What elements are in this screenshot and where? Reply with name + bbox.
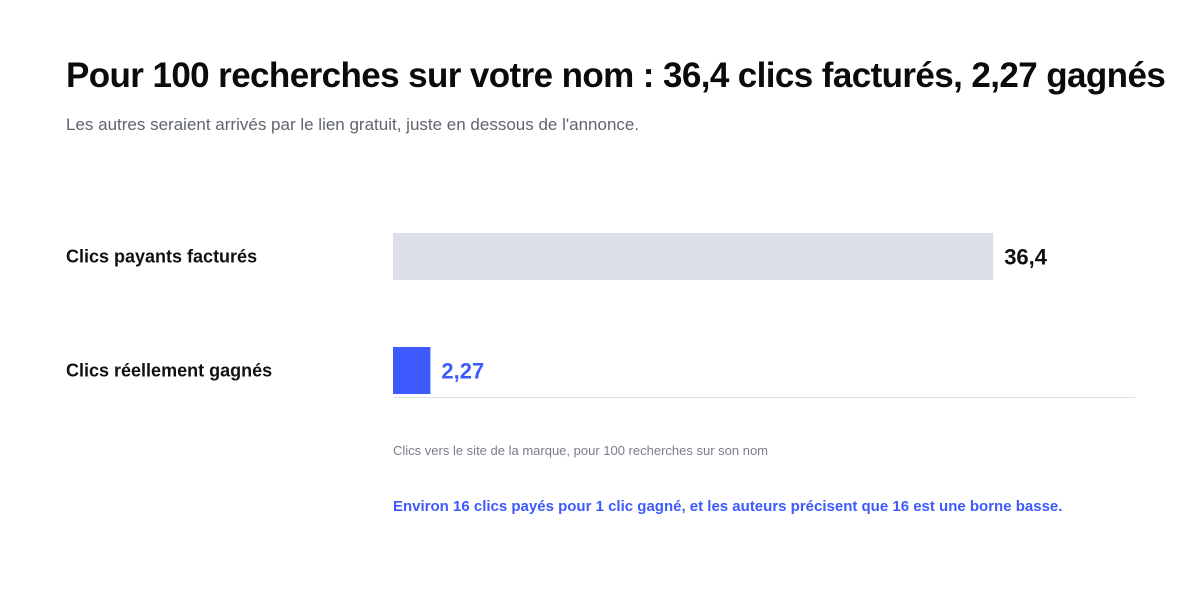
bar [393, 233, 994, 280]
chart-note: Environ 16 clics payés pour 1 clic gagné… [393, 498, 1063, 515]
category-label: Clics payants facturés [66, 247, 257, 267]
category-label: Clics réellement gagnés [66, 361, 272, 381]
chart-caption: Clics vers le site de la marque, pour 10… [393, 443, 769, 458]
chart-title: Pour 100 recherches sur votre nom : 36,4… [66, 56, 1166, 95]
chart-subtitle: Les autres seraient arrivés par le lien … [66, 115, 640, 134]
value-label: 2,27 [441, 359, 484, 384]
value-label: 36,4 [1004, 245, 1048, 270]
bar [393, 347, 431, 394]
